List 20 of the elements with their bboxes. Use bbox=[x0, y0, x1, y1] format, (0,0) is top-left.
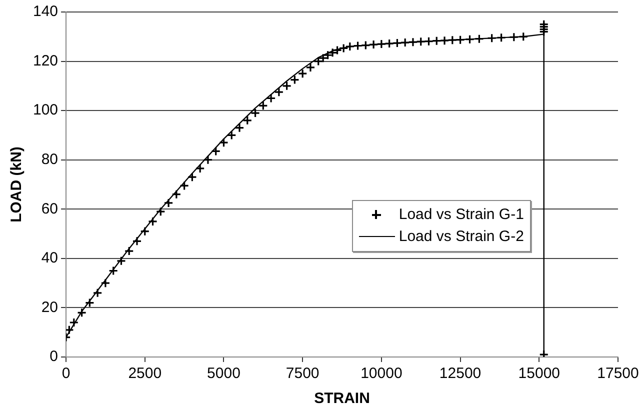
x-tick-label: 0 bbox=[62, 365, 70, 382]
x-tick-label: 12500 bbox=[439, 365, 482, 382]
y-tick-label: 20 bbox=[41, 298, 58, 316]
x-tick-label: 17500 bbox=[597, 365, 639, 382]
x-tick-label: 5000 bbox=[207, 365, 240, 382]
y-tick-label: 80 bbox=[41, 151, 58, 168]
legend-label: Load vs Strain G-2 bbox=[398, 228, 524, 246]
y-tick-label: 0 bbox=[50, 348, 58, 366]
y-tick-label: 100 bbox=[32, 102, 58, 119]
y-tick-label: 60 bbox=[41, 200, 58, 218]
y-tick-label: 140 bbox=[32, 3, 58, 20]
x-tick-label: 7500 bbox=[286, 365, 320, 382]
y-tick-label: 120 bbox=[32, 52, 58, 70]
y-tick-label: 40 bbox=[41, 250, 58, 267]
legend-label: Load vs Strain G-1 bbox=[398, 206, 524, 224]
x-axis-title: STRAIN bbox=[314, 390, 370, 408]
x-tick-label: 2500 bbox=[128, 365, 162, 382]
x-tick-label: 10000 bbox=[360, 365, 402, 382]
y-axis-title: LOAD (kN) bbox=[8, 146, 26, 222]
x-tick-label: 15000 bbox=[518, 365, 560, 382]
